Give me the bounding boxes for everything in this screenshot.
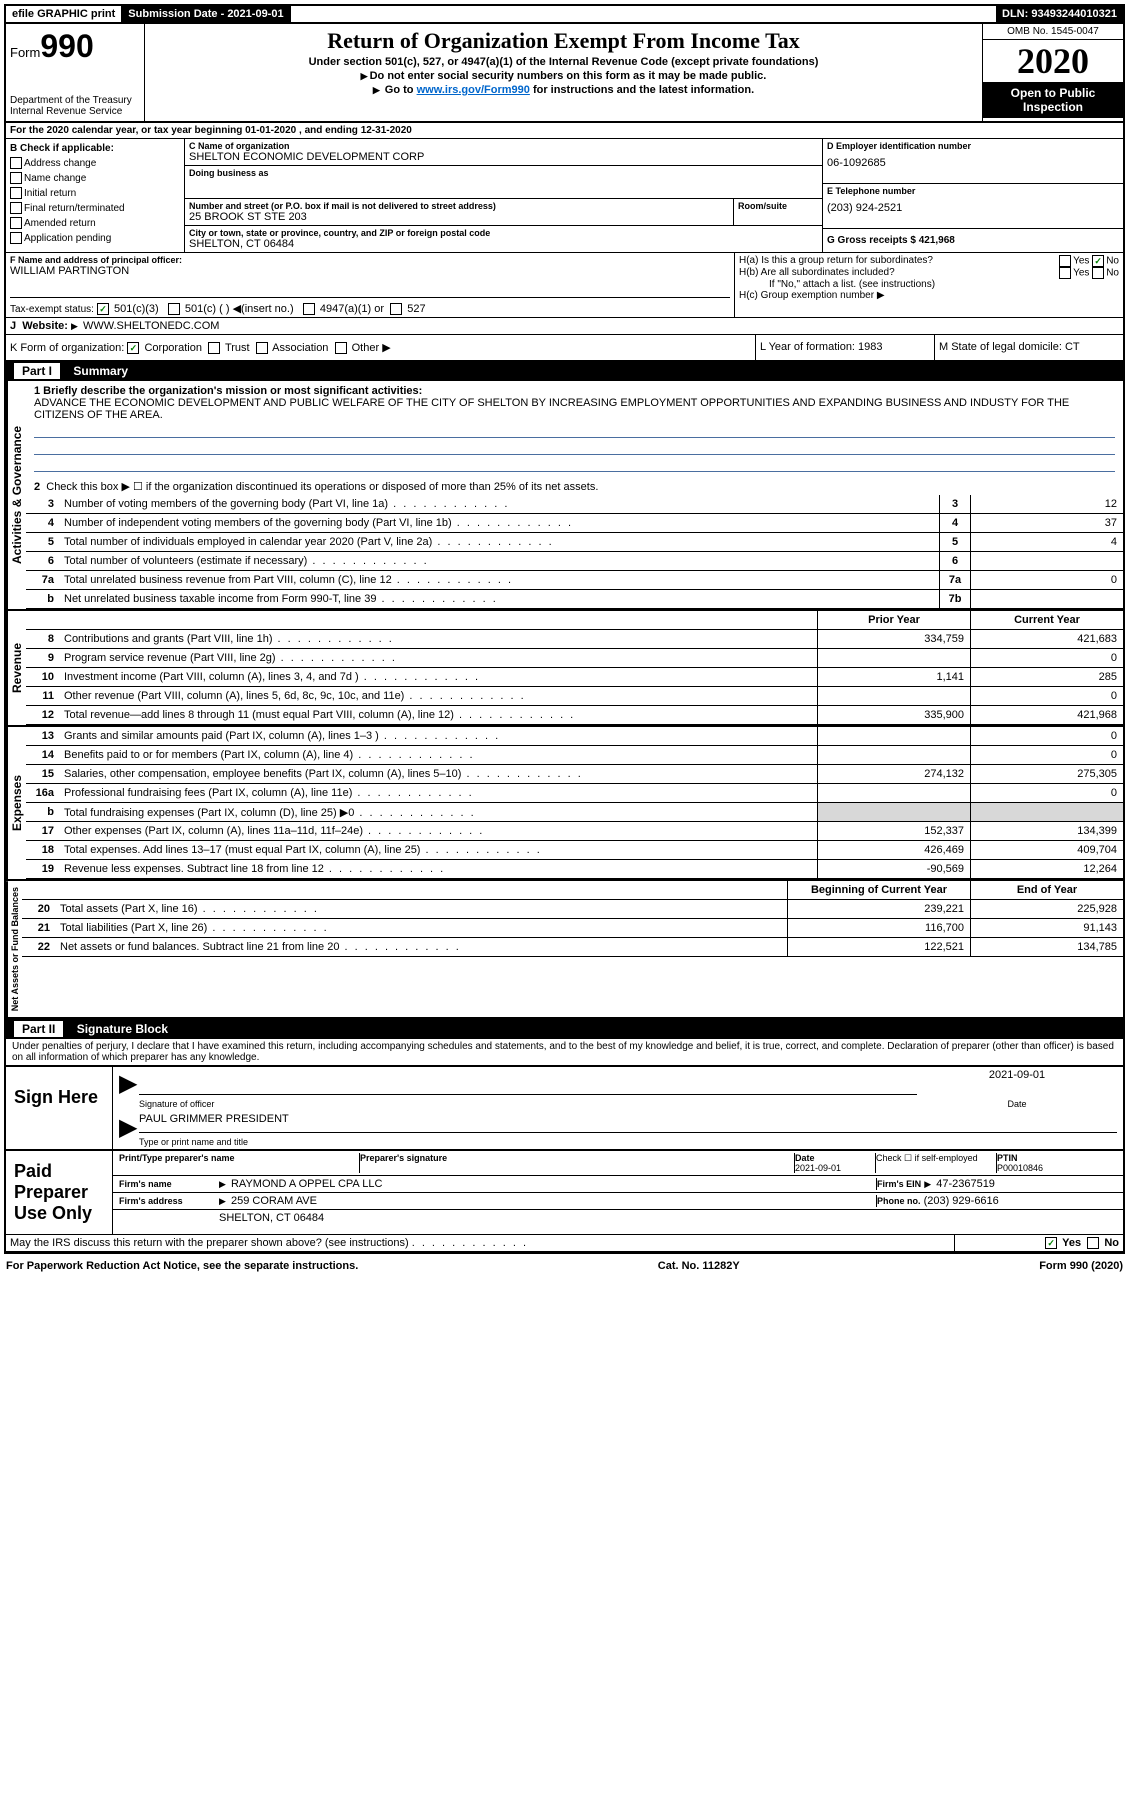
cb-ha-yes[interactable]: [1059, 255, 1071, 267]
state-domicile: M State of legal domicile: CT: [935, 335, 1123, 360]
summary-line: 10 Investment income (Part VIII, column …: [26, 668, 1123, 687]
cb-hb-no[interactable]: [1092, 267, 1104, 279]
firm-name: RAYMOND A OPPEL CPA LLC: [231, 1178, 382, 1190]
summary-line: 19 Revenue less expenses. Subtract line …: [26, 860, 1123, 879]
summary-line: 20 Total assets (Part X, line 16)239,221…: [22, 900, 1123, 919]
governance-line: 7a Total unrelated business revenue from…: [26, 571, 1123, 590]
cb-501c3[interactable]: [97, 303, 109, 315]
form-header: Form990 Department of the Treasury Inter…: [6, 24, 1123, 123]
section-b: B Check if applicable: Address change Na…: [6, 139, 185, 252]
netassets-section: Net Assets or Fund Balances Beginning of…: [6, 881, 1123, 1019]
summary-line: b Total fundraising expenses (Part IX, c…: [26, 803, 1123, 822]
inspection-badge: Open to Public Inspection: [983, 82, 1123, 118]
dln: DLN: 93493244010321: [996, 6, 1123, 22]
goto-note: Go to www.irs.gov/Form990 for instructio…: [153, 84, 974, 96]
summary-line: 18 Total expenses. Add lines 13–17 (must…: [26, 841, 1123, 860]
governance-line: 5 Total number of individuals employed i…: [26, 533, 1123, 552]
cb-4947[interactable]: [303, 303, 315, 315]
activities-governance: Activities & Governance 1 Briefly descri…: [6, 381, 1123, 611]
summary-line: 15 Salaries, other compensation, employe…: [26, 765, 1123, 784]
street-address: 25 BROOK ST STE 203: [189, 211, 729, 223]
governance-line: 4 Number of independent voting members o…: [26, 514, 1123, 533]
telephone: (203) 924-2521: [827, 202, 915, 214]
summary-line: 12 Total revenue—add lines 8 through 11 …: [26, 706, 1123, 725]
mission-text: ADVANCE THE ECONOMIC DEVELOPMENT AND PUB…: [34, 397, 1115, 421]
summary-line: 11 Other revenue (Part VIII, column (A),…: [26, 687, 1123, 706]
firm-address-2: SHELTON, CT 06484: [219, 1212, 324, 1224]
cb-other[interactable]: [335, 342, 347, 354]
officer-name: PAUL GRIMMER PRESIDENT: [139, 1113, 1117, 1133]
cb-address-change[interactable]: [10, 157, 22, 169]
cb-amended[interactable]: [10, 217, 22, 229]
line-a: For the 2020 calendar year, or tax year …: [6, 123, 1123, 139]
submission-date: Submission Date - 2021-09-01: [122, 6, 290, 22]
summary-line: 21 Total liabilities (Part X, line 26)11…: [22, 919, 1123, 938]
omb-number: OMB No. 1545-0047: [983, 24, 1123, 40]
cb-final-return[interactable]: [10, 202, 22, 214]
section-c: C Name of organization SHELTON ECONOMIC …: [185, 139, 823, 252]
governance-line: 3 Number of voting members of the govern…: [26, 495, 1123, 514]
summary-line: 16a Professional fundraising fees (Part …: [26, 784, 1123, 803]
expenses-section: Expenses 13 Grants and similar amounts p…: [6, 727, 1123, 881]
form-number: Form990: [10, 28, 140, 65]
org-name: SHELTON ECONOMIC DEVELOPMENT CORP: [189, 151, 818, 163]
firm-address-1: 259 CORAM AVE: [231, 1195, 317, 1207]
website-url: WWW.SHELTONEDC.COM: [83, 320, 219, 332]
cb-discuss-yes[interactable]: [1045, 1237, 1057, 1249]
ein: 06-1092685: [827, 157, 971, 169]
governance-line: 6 Total number of volunteers (estimate i…: [26, 552, 1123, 571]
cb-hb-yes[interactable]: [1059, 267, 1071, 279]
page-footer: For Paperwork Reduction Act Notice, see …: [0, 1258, 1129, 1274]
efile-label[interactable]: efile GRAPHIC print: [6, 6, 122, 22]
city-state-zip: SHELTON, CT 06484: [189, 238, 818, 250]
discuss-row: May the IRS discuss this return with the…: [6, 1235, 1123, 1252]
cb-trust[interactable]: [208, 342, 220, 354]
gross-receipts: G Gross receipts $ 421,968: [823, 229, 959, 252]
summary-line: 13 Grants and similar amounts paid (Part…: [26, 727, 1123, 746]
part1-header: Part I Summary: [6, 361, 1123, 381]
irs-link[interactable]: www.irs.gov/Form990: [417, 84, 530, 96]
irs-label: Internal Revenue Service: [10, 106, 140, 117]
k-l-m-block: K Form of organization: Corporation Trus…: [6, 335, 1123, 361]
revenue-section: Revenue Prior Year Current Year 8 Contri…: [6, 611, 1123, 727]
topbar: efile GRAPHIC print Submission Date - 20…: [6, 6, 1123, 24]
f-h-block: F Name and address of principal officer:…: [6, 253, 1123, 318]
cb-initial-return[interactable]: [10, 187, 22, 199]
sign-here-section: Sign Here ▶ 2021-09-01 Signature of offi…: [6, 1065, 1123, 1149]
form-990: efile GRAPHIC print Submission Date - 20…: [4, 4, 1125, 1254]
part2-header: Part II Signature Block: [6, 1019, 1123, 1039]
principal-officer: WILLIAM PARTINGTON: [10, 265, 730, 277]
summary-line: 8 Contributions and grants (Part VIII, l…: [26, 630, 1123, 649]
declaration-text: Under penalties of perjury, I declare th…: [6, 1039, 1123, 1065]
sig-date: 2021-09-01: [917, 1069, 1117, 1095]
summary-line: 17 Other expenses (Part IX, column (A), …: [26, 822, 1123, 841]
cb-name-change[interactable]: [10, 172, 22, 184]
cb-pending[interactable]: [10, 232, 22, 244]
ssn-note: Do not enter social security numbers on …: [153, 70, 974, 82]
form-title: Return of Organization Exempt From Incom…: [153, 28, 974, 54]
cb-assoc[interactable]: [256, 342, 268, 354]
year-formation: L Year of formation: 1983: [756, 335, 935, 360]
firm-ein: 47-2367519: [936, 1178, 995, 1190]
paid-preparer-section: Paid Preparer Use Only Print/Type prepar…: [6, 1149, 1123, 1235]
cb-501c[interactable]: [168, 303, 180, 315]
ptin: P00010846: [997, 1163, 1043, 1173]
cb-527[interactable]: [390, 303, 402, 315]
dept-treasury: Department of the Treasury: [10, 95, 140, 106]
identity-block: B Check if applicable: Address change Na…: [6, 139, 1123, 253]
form-subtitle: Under section 501(c), 527, or 4947(a)(1)…: [153, 56, 974, 68]
cb-corp[interactable]: [127, 342, 139, 354]
governance-line: b Net unrelated business taxable income …: [26, 590, 1123, 609]
summary-line: 22 Net assets or fund balances. Subtract…: [22, 938, 1123, 957]
cb-discuss-no[interactable]: [1087, 1237, 1099, 1249]
sig-arrow-icon-2: ▶: [119, 1113, 139, 1133]
summary-line: 9 Program service revenue (Part VIII, li…: [26, 649, 1123, 668]
firm-phone: (203) 929-6616: [924, 1195, 999, 1207]
section-j: J Website: WWW.SHELTONEDC.COM: [6, 318, 1123, 335]
tax-year: 2020: [983, 40, 1123, 82]
summary-line: 14 Benefits paid to or for members (Part…: [26, 746, 1123, 765]
sig-arrow-icon: ▶: [119, 1069, 139, 1095]
cb-ha-no[interactable]: [1092, 255, 1104, 267]
